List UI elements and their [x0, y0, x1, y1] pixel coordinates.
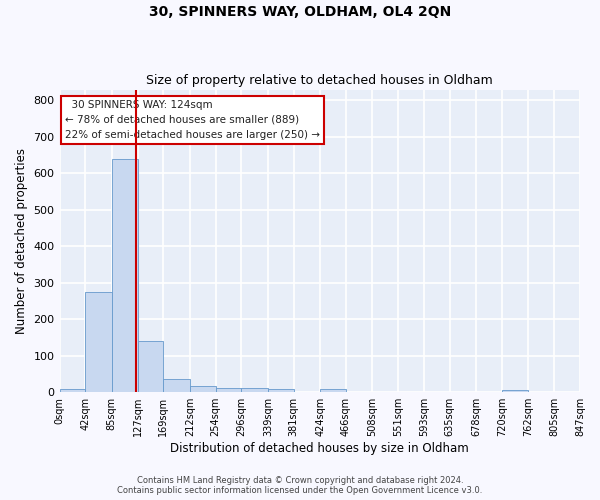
- Bar: [320, 390, 346, 392]
- Bar: [85, 292, 112, 392]
- Bar: [190, 386, 215, 392]
- Bar: [215, 388, 241, 392]
- Bar: [163, 378, 190, 392]
- Title: Size of property relative to detached houses in Oldham: Size of property relative to detached ho…: [146, 74, 493, 87]
- Text: 30, SPINNERS WAY, OLDHAM, OL4 2QN: 30, SPINNERS WAY, OLDHAM, OL4 2QN: [149, 5, 451, 19]
- Text: 30 SPINNERS WAY: 124sqm
← 78% of detached houses are smaller (889)
22% of semi-d: 30 SPINNERS WAY: 124sqm ← 78% of detache…: [65, 100, 320, 140]
- Bar: [59, 388, 85, 392]
- Bar: [502, 390, 528, 392]
- Bar: [112, 159, 137, 392]
- X-axis label: Distribution of detached houses by size in Oldham: Distribution of detached houses by size …: [170, 442, 469, 455]
- Bar: [241, 388, 268, 392]
- Bar: [268, 390, 293, 392]
- Bar: [137, 341, 163, 392]
- Y-axis label: Number of detached properties: Number of detached properties: [15, 148, 28, 334]
- Text: Contains HM Land Registry data © Crown copyright and database right 2024.
Contai: Contains HM Land Registry data © Crown c…: [118, 476, 482, 495]
